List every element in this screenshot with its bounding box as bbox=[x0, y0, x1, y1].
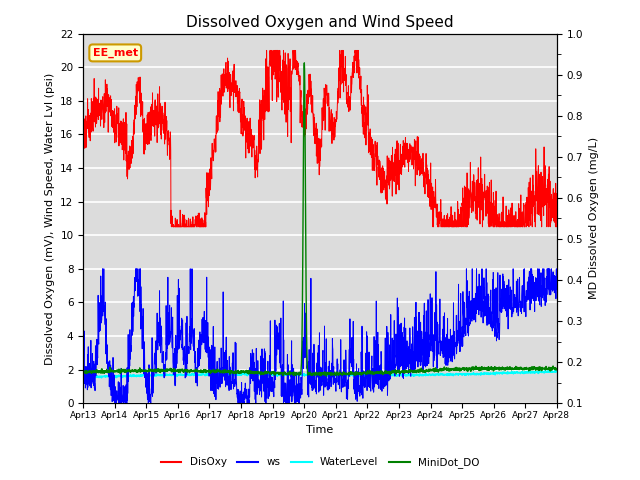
MiniDot_DO bbox=[344, 371, 351, 376]
ws bbox=[212, 369, 220, 375]
ws bbox=[553, 277, 561, 283]
Title: Dissolved Oxygen and Wind Speed: Dissolved Oxygen and Wind Speed bbox=[186, 15, 454, 30]
Line: DisOxy: DisOxy bbox=[83, 50, 557, 227]
DisOxy bbox=[525, 196, 532, 202]
DisOxy bbox=[333, 99, 341, 105]
WaterLevel bbox=[458, 371, 465, 377]
DisOxy bbox=[263, 48, 271, 53]
ws bbox=[511, 305, 519, 311]
ws bbox=[458, 339, 465, 345]
WaterLevel bbox=[551, 368, 559, 373]
Line: ws: ws bbox=[83, 269, 557, 403]
Line: WaterLevel: WaterLevel bbox=[83, 371, 557, 378]
ws bbox=[79, 358, 87, 364]
X-axis label: Time: Time bbox=[307, 425, 333, 435]
WaterLevel bbox=[79, 374, 87, 380]
MiniDot_DO bbox=[333, 370, 341, 376]
Y-axis label: MD Dissolved Oxygen (mg/L): MD Dissolved Oxygen (mg/L) bbox=[589, 137, 598, 300]
DisOxy bbox=[79, 121, 87, 127]
Y-axis label: Dissolved Oxygen (mV), Wind Speed, Water Lvl (psi): Dissolved Oxygen (mV), Wind Speed, Water… bbox=[45, 72, 54, 364]
MiniDot_DO bbox=[525, 365, 532, 371]
MiniDot_DO bbox=[553, 367, 561, 372]
ws bbox=[525, 274, 532, 280]
DisOxy bbox=[212, 133, 220, 139]
DisOxy bbox=[344, 104, 351, 110]
DisOxy bbox=[458, 205, 465, 211]
MiniDot_DO bbox=[323, 373, 330, 379]
WaterLevel bbox=[553, 369, 561, 374]
ws bbox=[112, 400, 120, 406]
DisOxy bbox=[511, 215, 519, 221]
WaterLevel bbox=[344, 372, 351, 378]
ws bbox=[99, 266, 106, 272]
MiniDot_DO bbox=[458, 367, 465, 372]
ws bbox=[344, 385, 351, 391]
MiniDot_DO bbox=[511, 365, 519, 371]
WaterLevel bbox=[212, 371, 220, 376]
WaterLevel bbox=[524, 369, 532, 375]
ws bbox=[333, 371, 341, 376]
DisOxy bbox=[553, 224, 561, 229]
Line: MiniDot_DO: MiniDot_DO bbox=[83, 63, 557, 376]
MiniDot_DO bbox=[300, 60, 308, 66]
Text: EE_met: EE_met bbox=[93, 48, 138, 58]
WaterLevel bbox=[511, 369, 519, 375]
MiniDot_DO bbox=[211, 368, 219, 373]
Legend: DisOxy, ws, WaterLevel, MiniDot_DO: DisOxy, ws, WaterLevel, MiniDot_DO bbox=[156, 453, 484, 472]
WaterLevel bbox=[333, 372, 341, 377]
DisOxy bbox=[168, 224, 175, 229]
MiniDot_DO bbox=[79, 371, 87, 376]
WaterLevel bbox=[81, 375, 89, 381]
